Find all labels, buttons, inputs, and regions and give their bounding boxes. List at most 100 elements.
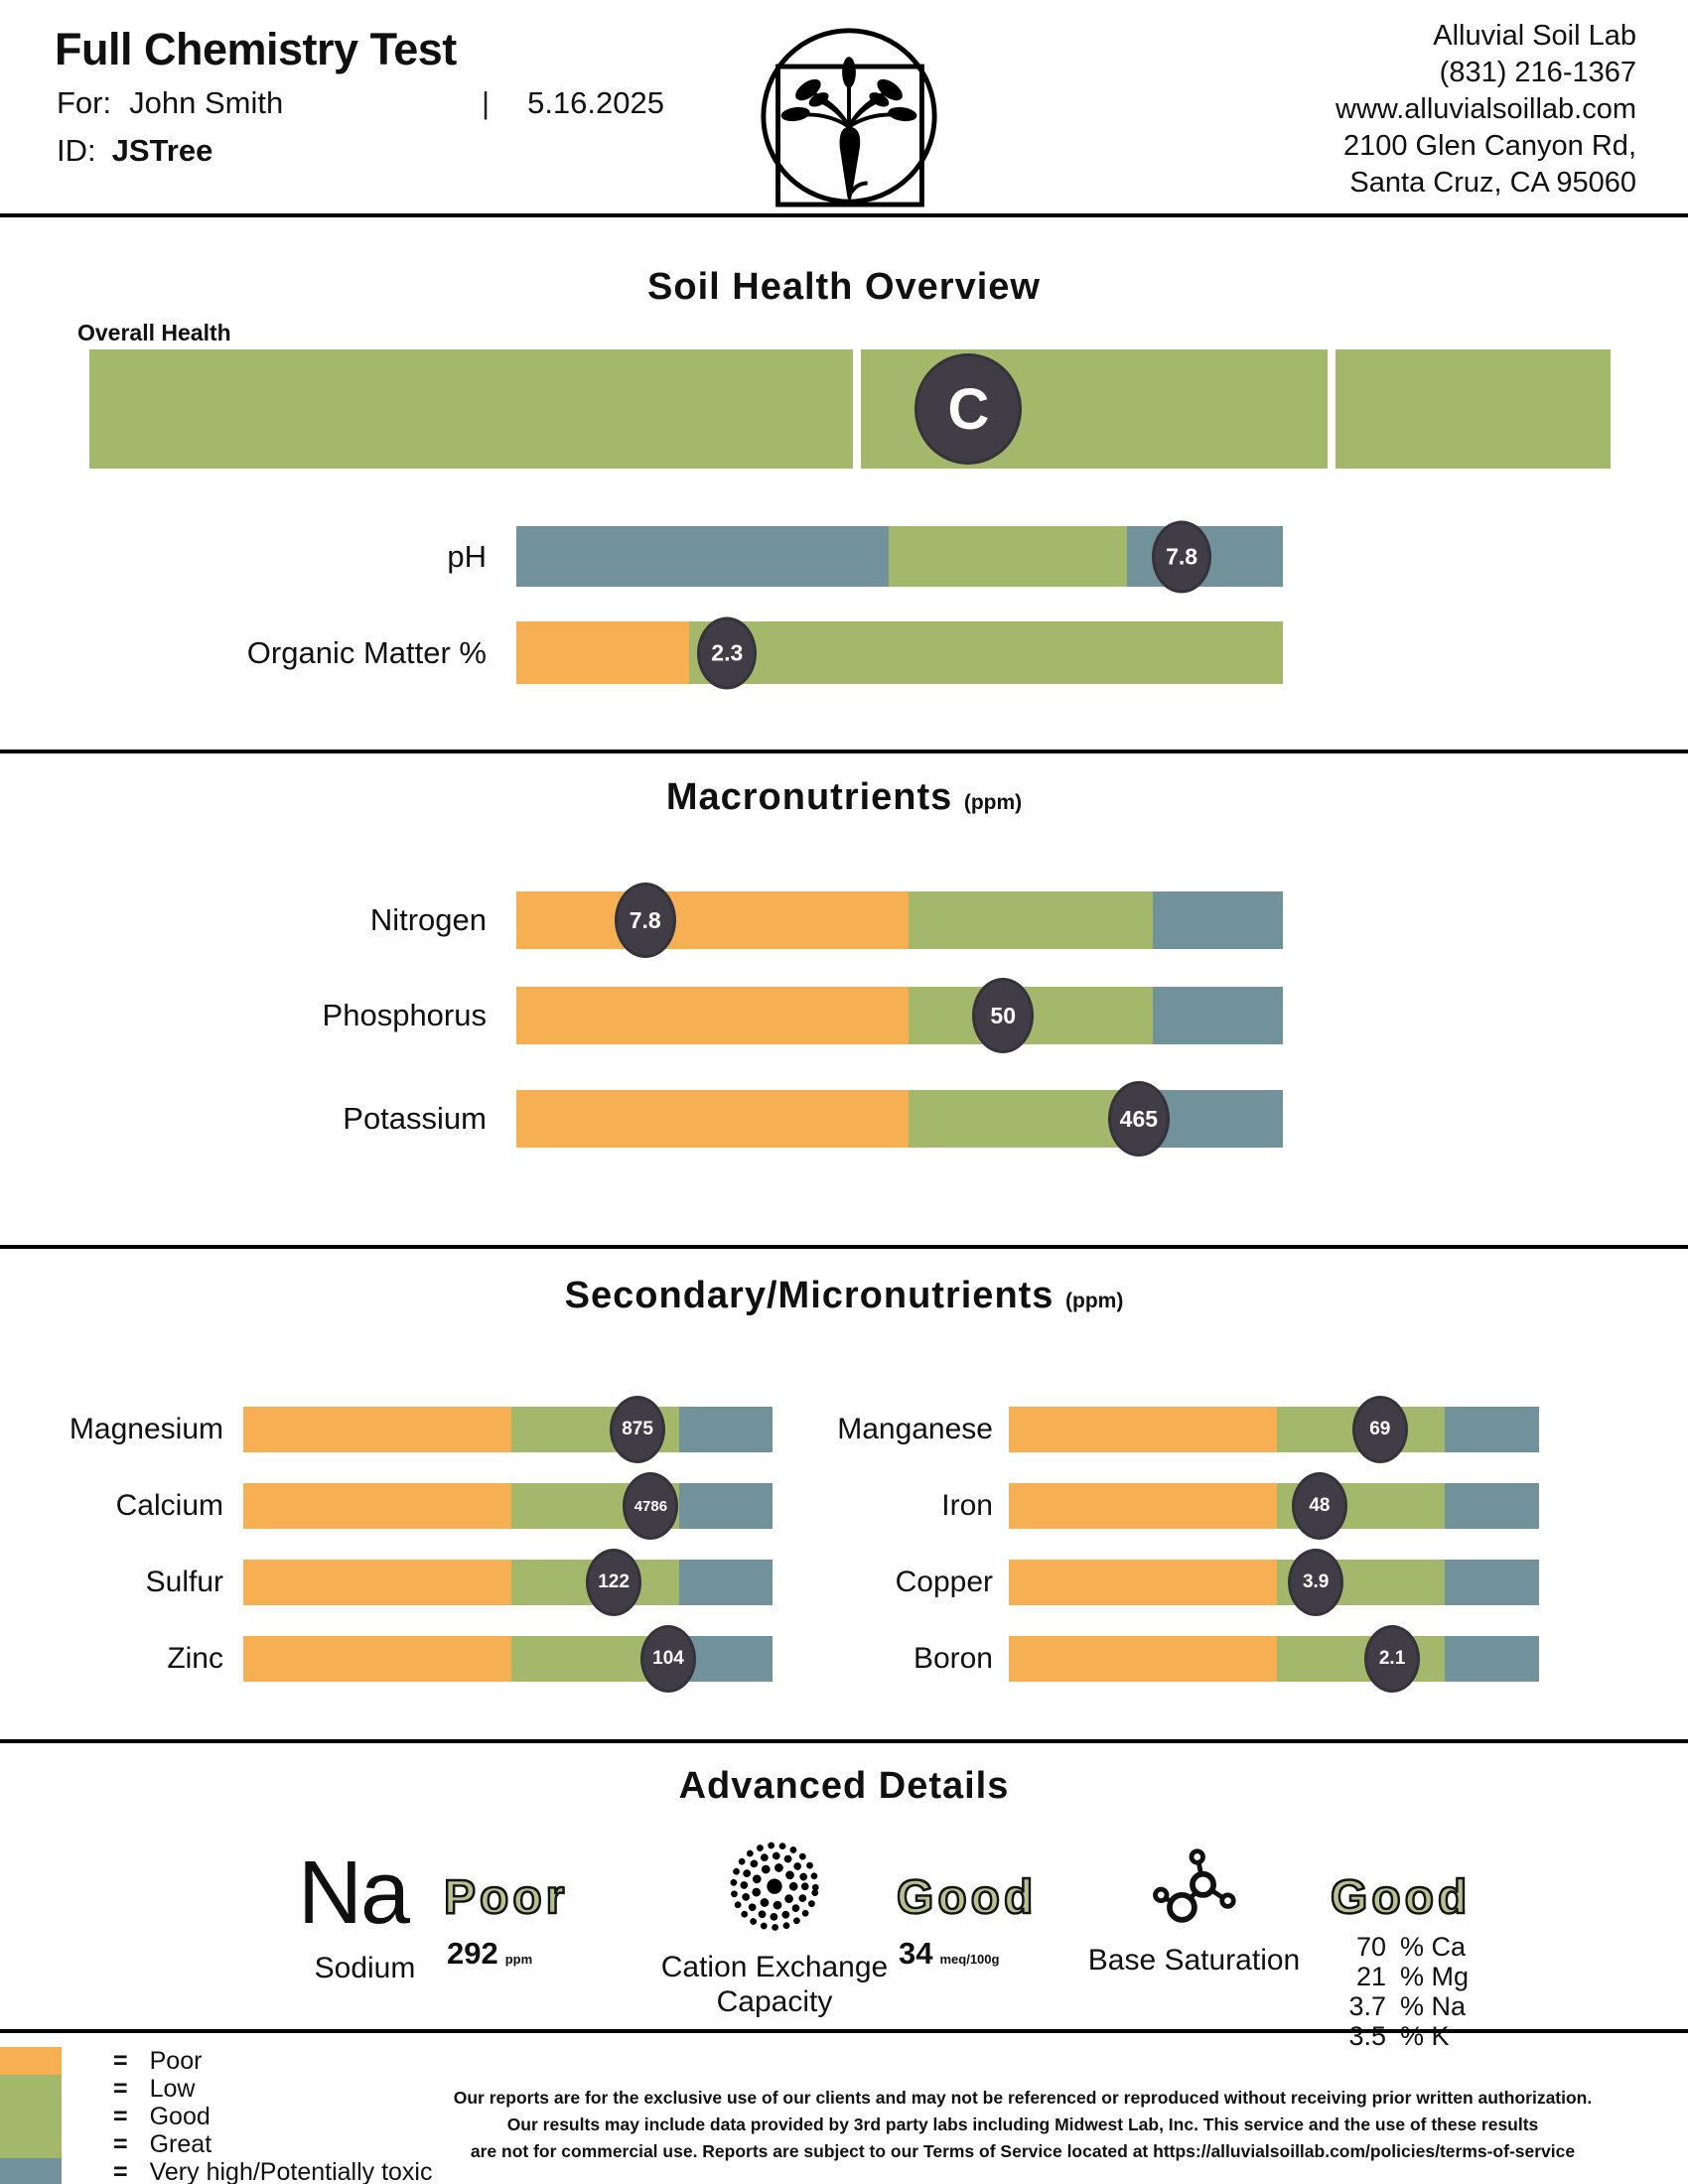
client-line: For: John Smith | 5.16.2025 [57, 85, 664, 121]
gauge-segment-toxic [678, 1483, 774, 1529]
ppm-unit-suffix: (ppm) [1065, 1290, 1124, 1312]
boron-label: Boron [913, 1642, 993, 1675]
gauge-segment-poor [516, 891, 910, 949]
copper-label: Copper [895, 1566, 993, 1598]
legend-swatch-toxic [0, 2158, 62, 2184]
equals-sign: = [113, 2129, 128, 2158]
gauge-segment-toxic [1152, 1090, 1283, 1148]
legend-item-low: = Low [113, 2075, 195, 2103]
gauge-segment-toxic [516, 526, 890, 587]
macronutrients-title: Macronutrients (ppm) [0, 776, 1688, 819]
disclaimer-line-1: Our reports are for the exclusive use of… [453, 2088, 1593, 2108]
ph-gauge: 7.8 [516, 520, 1283, 593]
legend-item-good: = Good [113, 2103, 211, 2130]
sulfur-row: Sulfur 122 [0, 1549, 1688, 1616]
nitrogen-gauge: 7.8 [516, 883, 1283, 958]
lab-contact-block: Alluvial Soil Lab (831) 216-1367 www.all… [1336, 18, 1636, 202]
advanced-details-title: Advanced Details [678, 1765, 1010, 1807]
gauge-value-marker: 7.8 [1152, 520, 1212, 593]
molecule-icon [1153, 1848, 1236, 1923]
sodium-amount: 292 [447, 1936, 498, 1971]
sulfur-label: Sulfur [145, 1566, 223, 1598]
organic-matter-row: Organic Matter % 2.3 [0, 616, 1688, 689]
id-label: ID: [57, 133, 96, 168]
gauge-segment-poor [1009, 1636, 1278, 1682]
gauge-segment-poor [243, 1560, 511, 1605]
copper-row: Copper 3.9 [0, 1549, 1688, 1616]
boron-row: Boron 2.1 [0, 1625, 1688, 1693]
magnesium-gauge: 875 [243, 1396, 774, 1463]
gauge-segment-poor [1009, 1560, 1278, 1605]
cec-unit: meq/100g [939, 1952, 1000, 1967]
phosphorus-gauge: 50 [516, 978, 1283, 1053]
gauge-value-marker: 7.8 [614, 883, 676, 958]
legend-label: Very high/Potentially toxic [149, 2157, 433, 2184]
equals-sign: = [113, 2102, 128, 2130]
iron-label: Iron [941, 1489, 993, 1522]
overall-health-gauge: C [89, 349, 1611, 469]
gauge-segment-toxic [1445, 1560, 1539, 1605]
gauge-segment-poor [516, 987, 910, 1044]
legend-item-poor: = Poor [113, 2047, 202, 2075]
micronutrients-title-text: Secondary/Micronutrients [564, 1275, 1055, 1316]
lab-address-2: Santa Cruz, CA 95060 [1349, 167, 1636, 199]
bs-mg-unit: % Mg [1400, 1962, 1470, 1991]
gauge-segment-poor [516, 621, 690, 684]
lab-website: www.alluvialsoillab.com [1336, 93, 1636, 125]
phosphorus-row: Phosphorus 50 [0, 978, 1688, 1053]
gauge-segment-poor [243, 1483, 511, 1529]
report-title: Full Chemistry Test [55, 24, 457, 74]
overall-grade-badge: C [914, 353, 1023, 465]
manganese-label: Manganese [837, 1413, 993, 1445]
legend-label: Low [149, 2074, 196, 2103]
cec-value: 34 meq/100g [899, 1938, 999, 1969]
gauge-segment-good [1277, 1636, 1446, 1682]
base-saturation-breakdown: 70 % Ca 21 % Mg 3.7 % Na 3.5 % K [1327, 1932, 1469, 2051]
gauge-value-marker: 2.1 [1364, 1625, 1421, 1693]
gauge-segment-toxic [1445, 1483, 1539, 1529]
gauge-segment-good [89, 349, 853, 469]
manganese-row: Manganese 69 [0, 1396, 1688, 1463]
disclaimer: Our reports are for the exclusive use of… [357, 2085, 1688, 2165]
legend-item-very-high: = Very high/Potentially toxic [113, 2158, 433, 2184]
legend-item-great: = Great [113, 2130, 211, 2158]
sodium-rating: Poor [443, 1870, 569, 1925]
sulfur-gauge: 122 [243, 1549, 774, 1616]
gauge-value-marker: 4786 [623, 1472, 679, 1540]
gauge-value-marker: 104 [639, 1625, 696, 1693]
legend-label: Poor [149, 2046, 203, 2075]
gauge-segment-toxic [1445, 1407, 1539, 1452]
nitrogen-row: Nitrogen 7.8 [0, 883, 1688, 958]
lab-name: Alluvial Soil Lab [1433, 20, 1636, 52]
zinc-row: Zinc 104 [0, 1625, 1688, 1693]
zinc-gauge: 104 [243, 1625, 774, 1693]
gauge-segment-toxic [678, 1407, 774, 1452]
gauge-value-marker: 875 [610, 1396, 666, 1463]
boron-gauge: 2.1 [1009, 1625, 1539, 1693]
section-divider [0, 750, 1688, 753]
gauge-segment-toxic [1152, 987, 1283, 1044]
bs-k-value: 3.5 [1348, 2021, 1386, 2051]
gauge-segment-toxic [1445, 1636, 1539, 1682]
gauge-segment-good [889, 526, 1127, 587]
gauge-segment-poor [243, 1636, 511, 1682]
calcium-gauge: 4786 [243, 1472, 774, 1540]
gauge-segment-poor [1009, 1407, 1278, 1452]
gauge-segment-good [909, 891, 1153, 949]
bs-ca-unit: % Ca [1400, 1932, 1467, 1962]
equals-sign: = [113, 2074, 128, 2103]
client-name: John Smith [129, 85, 284, 120]
section-divider [0, 1739, 1688, 1743]
report-date: 5.16.2025 [527, 85, 664, 120]
copper-gauge: 3.9 [1009, 1549, 1539, 1616]
magnesium-label: Magnesium [69, 1413, 223, 1445]
overall-health-label: Overall Health [77, 320, 231, 345]
lab-phone: (831) 216-1367 [1439, 57, 1636, 88]
bs-mg-value: 21 [1355, 1962, 1386, 1991]
gauge-value-marker: 465 [1107, 1081, 1170, 1157]
ph-label: pH [447, 538, 487, 574]
overall-health-row: C [0, 349, 1688, 469]
section-divider [0, 2029, 1688, 2033]
for-label: For: [57, 85, 112, 120]
